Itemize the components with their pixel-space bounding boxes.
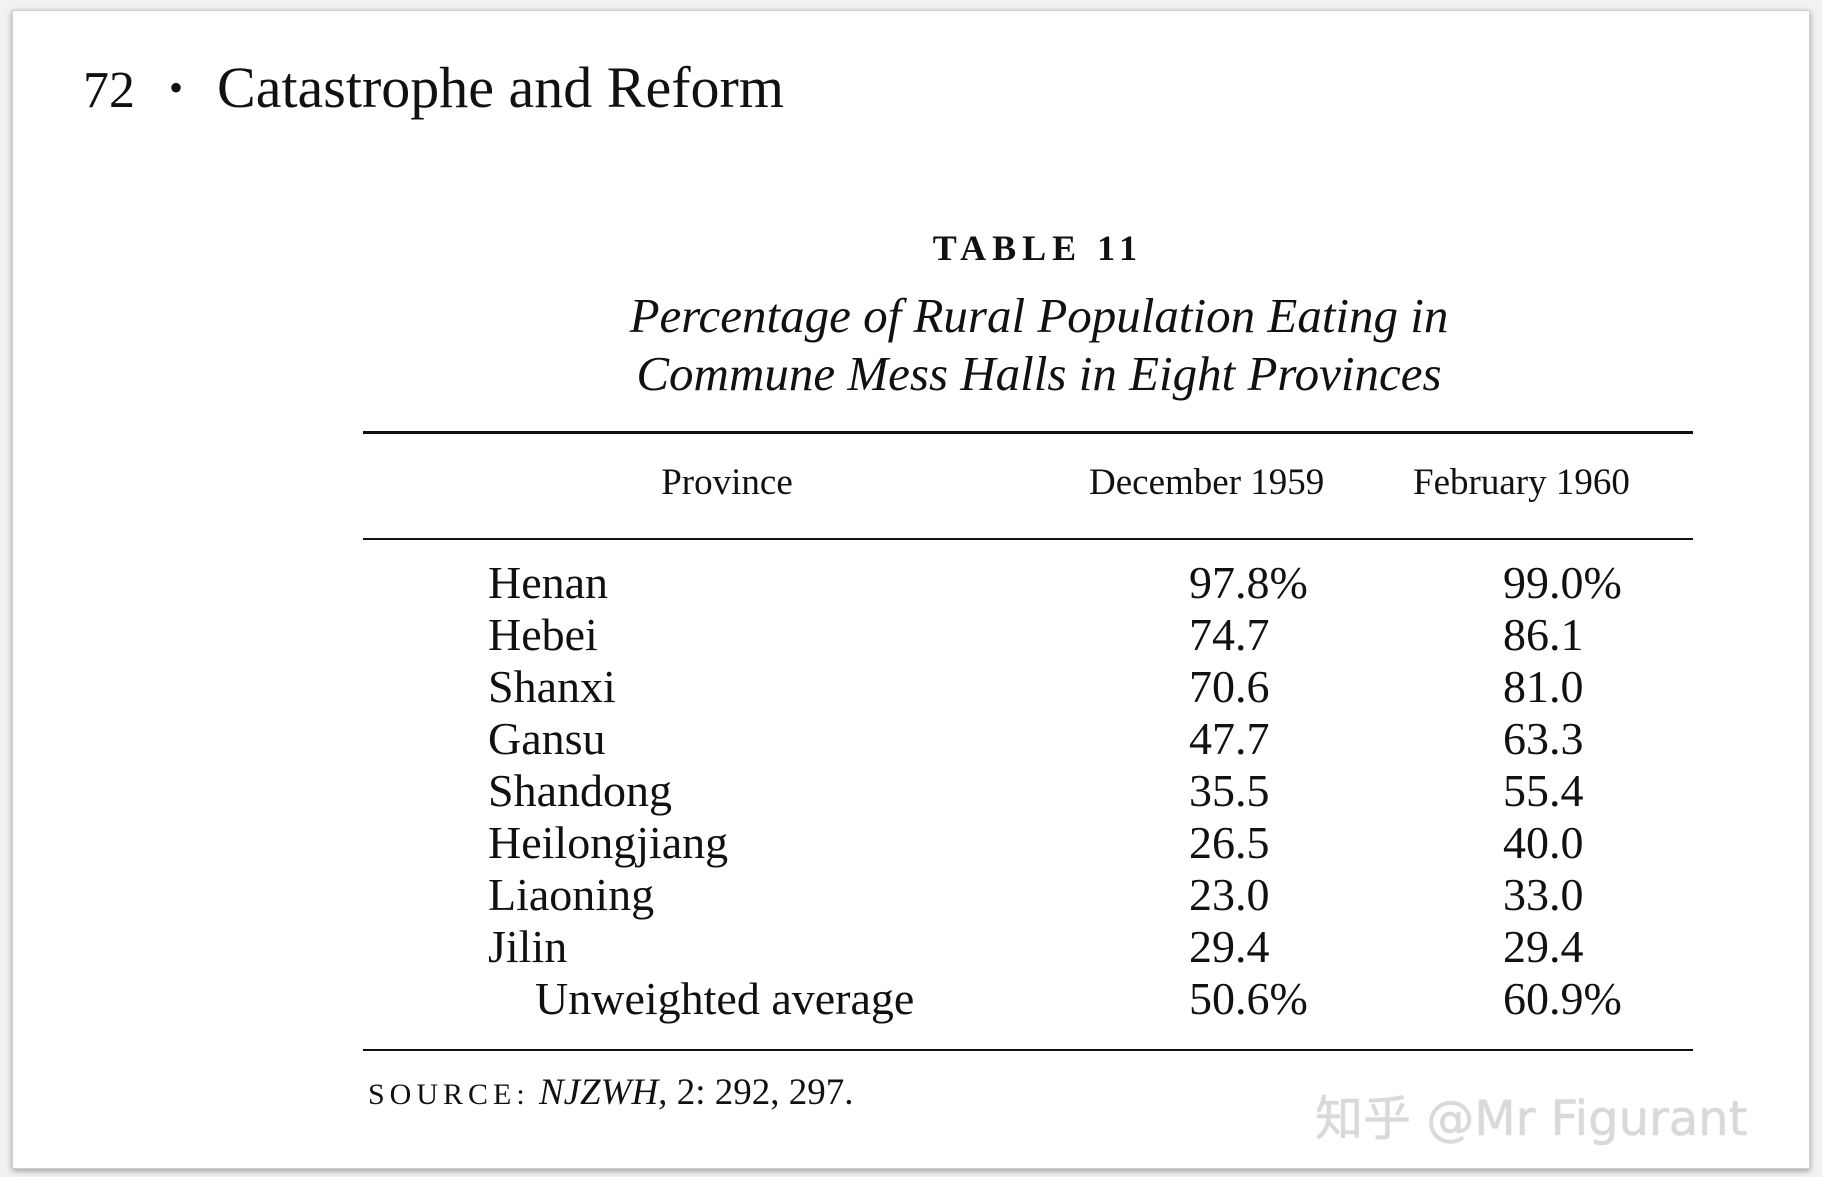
cell-average-label: Unweighted average: [535, 973, 915, 1024]
cell-dec-1959: 29.4: [1189, 921, 1270, 972]
cell-feb-1960: 63.3: [1503, 713, 1584, 764]
cell-dec-1959: 74.7: [1189, 609, 1270, 660]
source-label: SOURCE:: [368, 1078, 530, 1111]
cell-province: Heilongjiang: [488, 817, 729, 868]
cell-province: Liaoning: [488, 869, 655, 920]
cell-province: Shanxi: [488, 661, 616, 712]
column-header-province: Province: [661, 462, 793, 503]
cell-average-feb-1960: 60.9%: [1503, 973, 1622, 1024]
table-header-rule: [363, 538, 1693, 540]
table-row: Heilongjiang 26.5 40.0: [13, 817, 1809, 869]
cell-average-dec-1959: 50.6%: [1189, 973, 1308, 1024]
cell-feb-1960: 81.0: [1503, 661, 1584, 712]
table-label: TABLE 11: [932, 228, 1144, 268]
table-row: Shandong 35.5 55.4: [13, 765, 1809, 817]
chapter-title: Catastrophe and Reform: [217, 55, 784, 120]
table-row: Shanxi 70.6 81.0: [13, 661, 1809, 713]
table-top-rule: [363, 431, 1693, 434]
source-citation: NJZWH,: [538, 1072, 668, 1113]
table-row: Jilin 29.4 29.4: [13, 921, 1809, 973]
cell-province: Gansu: [488, 713, 606, 764]
cell-feb-1960: 29.4: [1503, 921, 1584, 972]
source-pages: 2: 292, 297.: [676, 1072, 854, 1113]
cell-province: Hebei: [488, 609, 598, 660]
table-row: Liaoning 23.0 33.0: [13, 869, 1809, 921]
column-header-dec-1959: December 1959: [1089, 462, 1325, 503]
cell-feb-1960: 40.0: [1503, 817, 1584, 868]
cell-dec-1959: 23.0: [1189, 869, 1270, 920]
cell-province: Jilin: [488, 921, 568, 972]
cell-feb-1960: 55.4: [1503, 765, 1584, 816]
cell-dec-1959: 47.7: [1189, 713, 1270, 764]
table-caption-line-1: Percentage of Rural Population Eating in: [629, 288, 1449, 343]
table-caption-line-2: Commune Mess Halls in Eight Provinces: [636, 346, 1442, 401]
running-head: 72 • Catastrophe and Reform: [83, 59, 784, 117]
cell-feb-1960: 33.0: [1503, 869, 1584, 920]
table-bottom-rule: [363, 1049, 1693, 1051]
cell-province: Henan: [488, 557, 609, 608]
cell-dec-1959: 97.8%: [1189, 557, 1308, 608]
cell-dec-1959: 26.5: [1189, 817, 1270, 868]
column-header-feb-1960: February 1960: [1413, 462, 1630, 503]
page-number: 72: [83, 62, 135, 119]
watermark: 知乎 @Mr Figurant: [1315, 1091, 1748, 1147]
table-row: Gansu 47.7 63.3: [13, 713, 1809, 765]
cell-dec-1959: 70.6: [1189, 661, 1270, 712]
table-caption: Percentage of Rural Population Eating in…: [13, 287, 1822, 403]
cell-feb-1960: 99.0%: [1503, 557, 1622, 608]
table-row: Hebei 74.7 86.1: [13, 609, 1809, 661]
cell-feb-1960: 86.1: [1503, 609, 1584, 660]
cell-dec-1959: 35.5: [1189, 765, 1270, 816]
table-source-note: SOURCE: NJZWH, 2: 292, 297.: [368, 1071, 853, 1114]
header-bullet: •: [169, 65, 184, 110]
table-row-average: Unweighted average 50.6% 60.9%: [13, 973, 1809, 1025]
cell-province: Shandong: [488, 765, 672, 816]
table-row: Henan 97.8% 99.0%: [13, 557, 1809, 609]
document-page: 72 • Catastrophe and Reform TABLE 11 Per…: [12, 10, 1810, 1169]
